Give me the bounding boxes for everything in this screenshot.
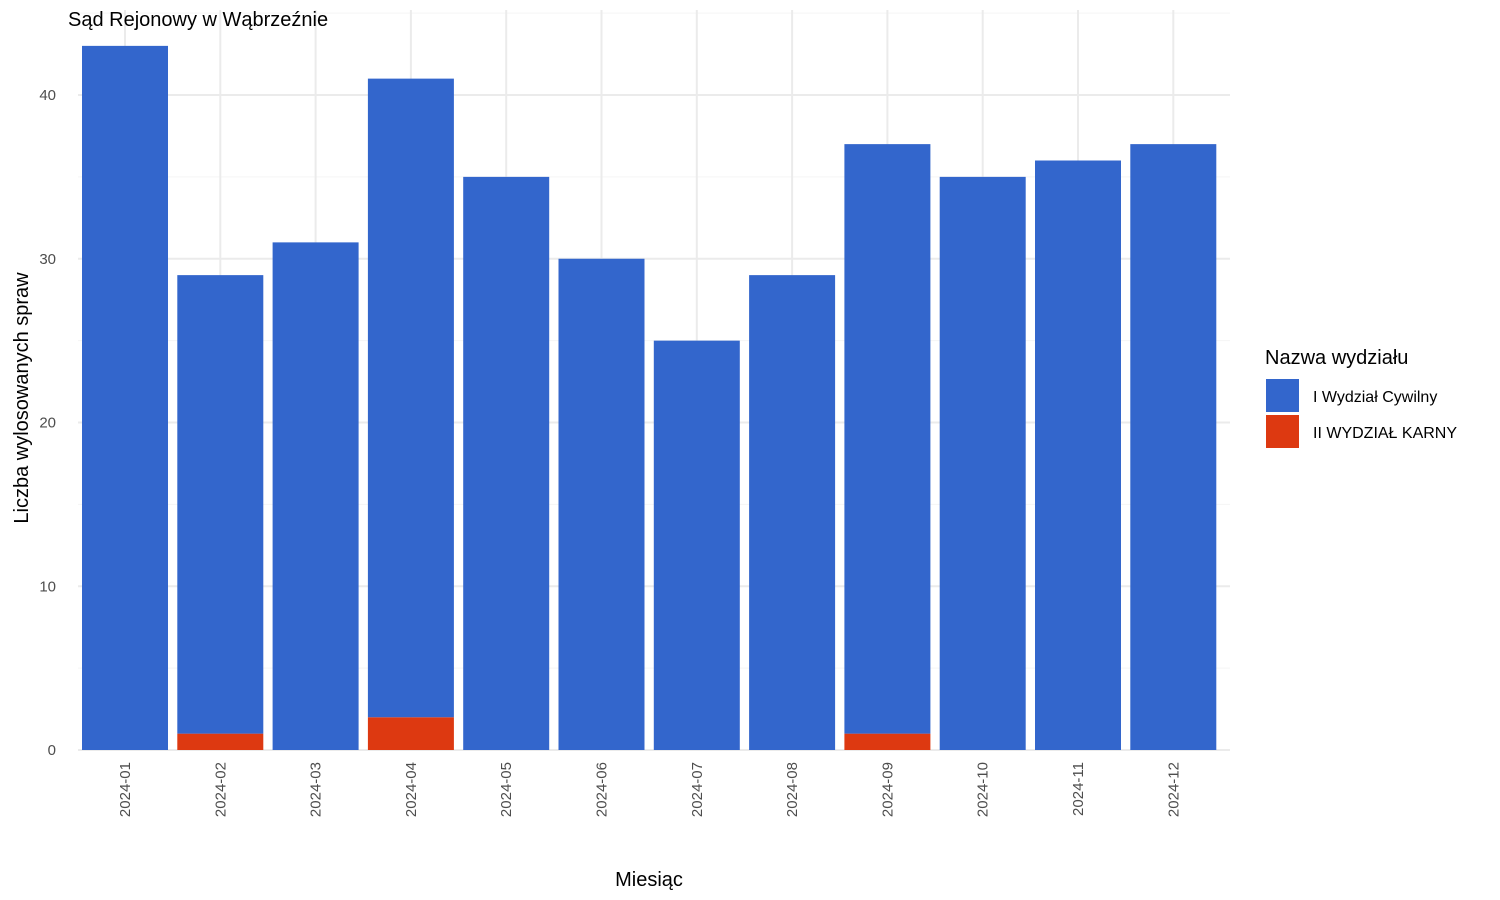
bar-i-wydział-cywilny-2024-09 xyxy=(844,144,931,734)
bar-ii-wydział-karny-2024-02 xyxy=(177,733,264,750)
bar-i-wydział-cywilny-2024-04 xyxy=(367,78,454,718)
bar-i-wydział-cywilny-2024-03 xyxy=(272,242,359,750)
bar-i-wydział-cywilny-2024-12 xyxy=(1130,144,1217,750)
x-tick-label: 2024-08 xyxy=(784,762,801,817)
bar-ii-wydział-karny-2024-09 xyxy=(844,733,931,750)
legend: Nazwa wydziału I Wydział Cywilny II WYDZI… xyxy=(1265,347,1457,448)
legend-label: II WYDZIAŁ KARNY xyxy=(1313,425,1457,442)
x-tick-label: 2024-01 xyxy=(117,762,134,817)
x-tick-label: 2024-12 xyxy=(1165,762,1182,817)
x-tick-label: 2024-03 xyxy=(308,762,325,817)
x-tick-label: 2024-10 xyxy=(975,762,992,817)
bar-i-wydział-cywilny-2024-05 xyxy=(463,176,550,750)
bar-i-wydział-cywilny-2024-07 xyxy=(653,340,740,750)
x-tick-label: 2024-06 xyxy=(594,762,611,817)
x-tick-label: 2024-05 xyxy=(498,762,515,817)
x-tick-label: 2024-11 xyxy=(1070,762,1087,816)
x-tick-label: 2024-09 xyxy=(879,762,896,817)
y-tick-label: 20 xyxy=(39,415,56,432)
legend-label: I Wydział Cywilny xyxy=(1313,389,1437,406)
x-tick-label: 2024-07 xyxy=(689,762,706,817)
legend-title: Nazwa wydziału xyxy=(1265,347,1408,369)
bar-i-wydział-cywilny-2024-01 xyxy=(82,45,168,750)
y-tick-label: 30 xyxy=(39,251,56,268)
bar-i-wydział-cywilny-2024-11 xyxy=(1035,160,1121,750)
x-axis-ticks: 2024-01 2024-02 2024-03 2024-04 2024-05 2024-… xyxy=(117,762,1182,817)
bars-layer xyxy=(82,45,1217,750)
chart-title: Sąd Rejonowy w Wąbrzeźnie xyxy=(68,9,328,31)
y-tick-label: 40 xyxy=(39,87,56,104)
bar-i-wydział-cywilny-2024-10 xyxy=(939,176,1026,750)
x-tick-label: 2024-04 xyxy=(403,762,420,817)
y-tick-label: 0 xyxy=(48,742,56,759)
bar-i-wydział-cywilny-2024-06 xyxy=(558,258,645,750)
bar-ii-wydział-karny-2024-04 xyxy=(367,717,454,750)
bar-i-wydział-cywilny-2024-08 xyxy=(749,275,836,750)
y-axis-ticks: 0 10 20 30 40 xyxy=(39,87,56,759)
legend-swatch xyxy=(1266,415,1299,448)
y-axis-title: Liczba wylosowanych spraw xyxy=(11,272,33,524)
y-tick-label: 10 xyxy=(39,578,56,595)
bar-i-wydział-cywilny-2024-02 xyxy=(177,275,264,734)
legend-swatch xyxy=(1266,379,1299,412)
x-axis-title: Miesiąc xyxy=(615,869,683,891)
legend-items: I Wydział Cywilny II WYDZIAŁ KARNY xyxy=(1266,379,1457,448)
x-tick-label: 2024-02 xyxy=(212,762,229,817)
